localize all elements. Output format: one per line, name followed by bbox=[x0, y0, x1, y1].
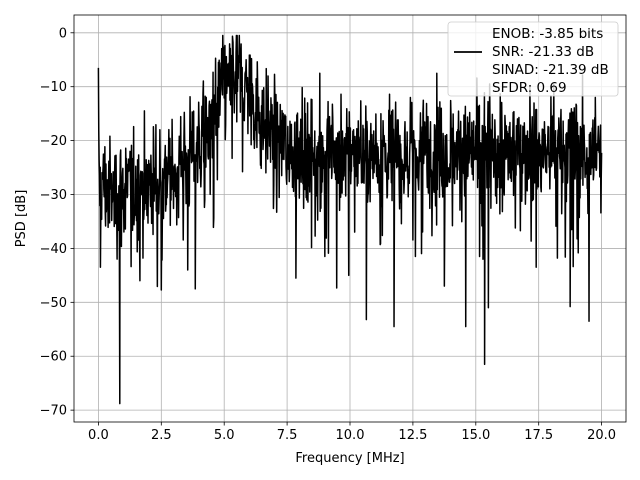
x-tick-label: 20.0 bbox=[587, 428, 616, 443]
y-axis-label: PSD [dB] bbox=[14, 190, 29, 248]
x-axis-label: Frequency [MHz] bbox=[295, 451, 404, 466]
y-tick-label: −30 bbox=[40, 188, 67, 203]
legend: ENOB: -3.85 bits SNR: -21.33 dB SINAD: -21… bbox=[447, 21, 619, 97]
legend-entry: SNR: -21.33 dB bbox=[492, 44, 594, 60]
y-tick-label: −70 bbox=[40, 404, 67, 419]
legend-box bbox=[447, 21, 619, 97]
x-axis-ticks: 0.0 2.5 5.0 7.5 10.0 12.5 15.0 17.5 20.0 bbox=[88, 422, 616, 443]
legend-entry: SINAD: -21.39 dB bbox=[492, 62, 609, 78]
psd-series-line bbox=[97, 34, 603, 405]
y-tick-label: −50 bbox=[40, 296, 67, 311]
x-tick-label: 5.0 bbox=[214, 428, 235, 443]
legend-entry: SFDR: 0.69 bbox=[492, 80, 567, 96]
x-tick-label: 0.0 bbox=[88, 428, 109, 443]
y-tick-label: −10 bbox=[40, 80, 67, 95]
x-tick-label: 15.0 bbox=[461, 428, 490, 443]
x-tick-label: 10.0 bbox=[336, 428, 365, 443]
x-tick-label: 12.5 bbox=[398, 428, 427, 443]
x-tick-label: 2.5 bbox=[151, 428, 172, 443]
y-tick-label: −40 bbox=[40, 242, 67, 257]
legend-entry: ENOB: -3.85 bits bbox=[492, 26, 603, 42]
psd-line bbox=[97, 34, 603, 405]
y-tick-label: −20 bbox=[40, 134, 67, 149]
x-tick-label: 17.5 bbox=[524, 428, 553, 443]
x-tick-label: 7.5 bbox=[277, 428, 298, 443]
y-axis-ticks: 0 −10 −20 −30 −40 −50 −60 −70 bbox=[40, 26, 74, 419]
y-tick-label: 0 bbox=[59, 26, 67, 41]
y-tick-label: −60 bbox=[40, 350, 67, 365]
